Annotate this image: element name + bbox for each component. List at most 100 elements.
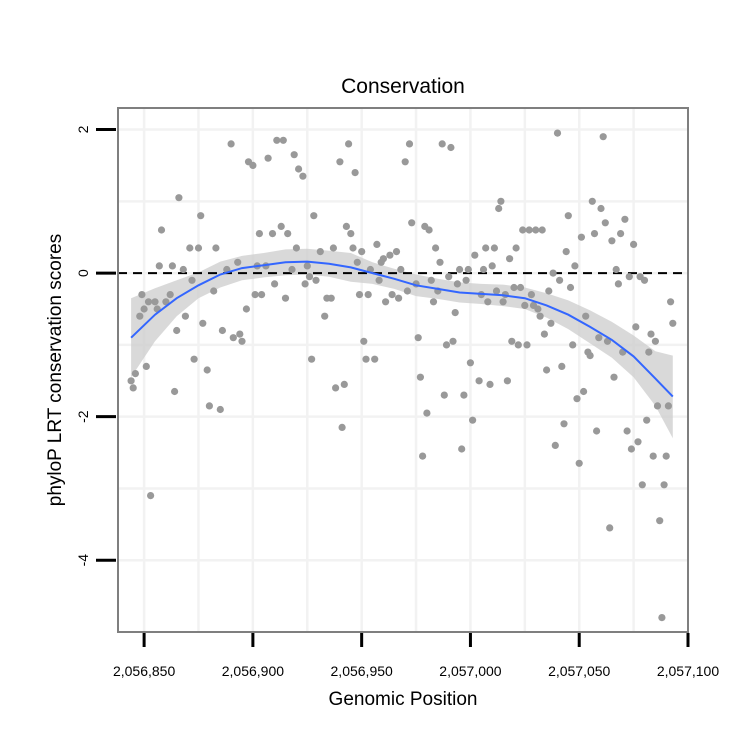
data-point [538,226,546,234]
data-point [643,416,651,424]
data-point [144,298,153,306]
data-point [310,212,318,220]
data-point [540,330,549,338]
data-point [595,334,603,342]
data-point [432,244,440,252]
data-point [447,143,455,152]
data-point [129,384,137,392]
data-point [564,212,572,220]
data-point [321,312,329,320]
data-point [514,341,522,349]
data-point [566,283,575,292]
data-point [638,481,646,489]
data-point [181,312,189,320]
data-point [268,230,277,238]
data-point [199,319,207,327]
panel-border [117,107,689,633]
data-point [155,262,163,270]
data-point [212,244,220,252]
data-point [405,140,414,148]
data-point [373,240,381,248]
data-point [429,298,438,306]
data-point [543,366,551,374]
data-point [534,305,542,313]
confidence-ribbon-layer [131,248,673,439]
data-point [173,326,181,335]
data-point [205,402,213,410]
data-point [649,452,657,460]
data-point [645,348,653,356]
data-point [460,391,468,399]
data-point [634,438,642,446]
data-point [627,445,636,453]
data-point [414,334,422,342]
data-point [284,230,292,238]
data-point [469,416,477,424]
data-point [401,158,409,166]
data-point [140,305,148,313]
data-point [484,298,492,306]
data-point [147,492,155,500]
data-point [379,255,387,263]
data-point [466,359,474,367]
data-point [549,269,557,277]
data-point [329,244,337,252]
data-point [358,248,366,256]
data-point [138,291,146,299]
data-point [218,326,226,335]
x-tick-label: 2,057,000 [439,663,501,679]
data-point [582,312,590,320]
data-point [551,441,559,449]
data-point [601,219,609,227]
data-point [353,258,361,266]
data-point [625,273,633,281]
data-point [599,133,607,141]
data-point [190,355,198,363]
data-point [277,222,285,230]
data-point [427,276,435,284]
data-point [203,366,211,374]
data-point [664,402,673,410]
data-point [562,248,570,256]
data-point [456,265,464,274]
data-point [255,230,263,238]
data-point [197,212,205,220]
data-point [436,258,444,266]
data-point [590,230,599,238]
data-point [499,298,507,306]
data-point [386,251,394,259]
data-point [451,309,459,317]
confidence-ribbon [131,248,673,439]
data-point [571,262,579,270]
data-point [316,248,324,256]
x-tick-label: 2,056,850 [113,663,175,679]
data-point [462,276,470,284]
data-point [340,380,348,388]
smooth-line-layer [130,260,674,398]
data-point [438,140,446,148]
data-point [486,380,494,388]
data-point [527,291,536,299]
data-point [580,387,588,396]
data-point [610,373,618,381]
data-point [560,420,568,428]
data-point [556,276,564,284]
data-point [171,387,179,396]
y-axis: 2 0 -2 -4 [75,125,116,566]
data-point [131,370,139,378]
x-tick-label: 2,057,050 [548,663,610,679]
data-point [290,151,298,159]
data-point [151,298,159,306]
data-point [495,204,503,213]
data-point [506,255,514,263]
smooth-line [130,260,674,398]
data-point [301,280,309,288]
y-tick-label: -2 [75,410,91,423]
chart-title: Conservation [341,75,465,98]
data-point [210,287,218,295]
data-point [449,337,457,345]
data-point [547,319,555,327]
data-point [362,355,370,363]
data-point [168,262,176,270]
